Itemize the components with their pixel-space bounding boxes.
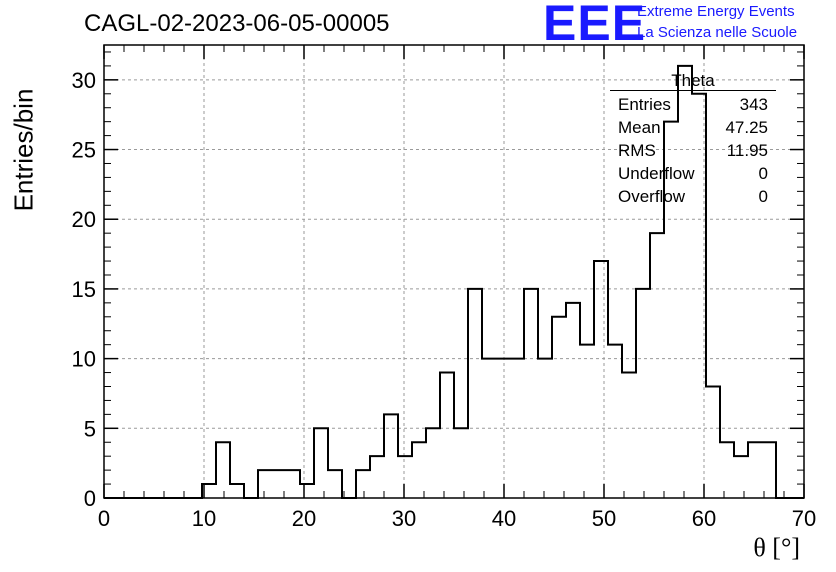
axis-ticks xyxy=(103,45,805,499)
y-tick-label: 0 xyxy=(84,486,96,511)
tick-labels: 0 10 20 30 40 50 60 70 0 5 10 15 20 25 30 xyxy=(72,68,817,531)
stats-label: Underflow xyxy=(618,164,695,183)
eee-logo: EEE xyxy=(543,0,647,51)
y-tick-label: 30 xyxy=(72,68,96,93)
stats-label: Entries xyxy=(618,95,671,114)
stats-value: 343 xyxy=(739,95,768,114)
y-tick-label: 25 xyxy=(72,138,96,163)
stats-row: Overflow 0 xyxy=(610,185,776,208)
stats-divider xyxy=(610,90,776,91)
stats-label: Mean xyxy=(618,118,661,137)
y-tick-label: 10 xyxy=(72,347,96,372)
x-tick-label: 40 xyxy=(492,506,516,531)
stats-value: 47.25 xyxy=(725,118,768,137)
x-tick-label: 10 xyxy=(192,506,216,531)
stats-row: Mean 47.25 xyxy=(610,116,776,139)
stats-value: 11.95 xyxy=(726,141,768,160)
x-axis-label: θ [°] xyxy=(753,533,800,562)
x-tick-label: 70 xyxy=(792,506,816,531)
plot-title: CAGL-02-2023-06-05-00005 xyxy=(84,10,390,37)
y-axis-label: Entries/bin xyxy=(8,88,39,212)
y-tick-label: 20 xyxy=(72,207,96,232)
x-tick-label: 20 xyxy=(292,506,316,531)
grid-lines xyxy=(104,45,804,498)
stats-box: Theta Entries 343 Mean 47.25 RMS 11.95 Unde… xyxy=(610,72,776,208)
x-tick-label: 30 xyxy=(392,506,416,531)
stats-label: Overflow xyxy=(618,187,686,206)
y-tick-label: 5 xyxy=(84,416,96,441)
x-tick-label: 60 xyxy=(692,506,716,531)
stats-row: RMS 11.95 xyxy=(610,139,776,162)
y-tick-label: 15 xyxy=(72,277,96,302)
stats-row: Underflow 0 xyxy=(610,162,776,185)
x-tick-label: 50 xyxy=(592,506,616,531)
stats-value: 0 xyxy=(758,164,768,183)
stats-value: 0 xyxy=(758,187,768,206)
x-tick-label: 0 xyxy=(98,506,110,531)
plot-frame xyxy=(103,44,805,499)
plot-border xyxy=(103,44,805,499)
y-axis-label-box: Entries/bin xyxy=(4,89,44,212)
stats-title: Theta xyxy=(671,71,715,90)
logo-line2: La Scienza nelle Scuole xyxy=(637,24,798,41)
stats-label: RMS xyxy=(618,141,656,160)
logo-line1: Extreme Energy Events xyxy=(637,3,795,20)
stats-row: Entries 343 xyxy=(610,93,776,116)
